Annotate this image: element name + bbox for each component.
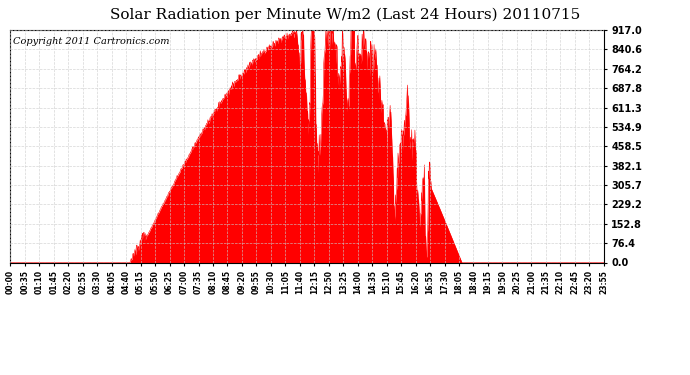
Text: Copyright 2011 Cartronics.com: Copyright 2011 Cartronics.com	[13, 37, 170, 46]
Text: Solar Radiation per Minute W/m2 (Last 24 Hours) 20110715: Solar Radiation per Minute W/m2 (Last 24…	[110, 8, 580, 22]
